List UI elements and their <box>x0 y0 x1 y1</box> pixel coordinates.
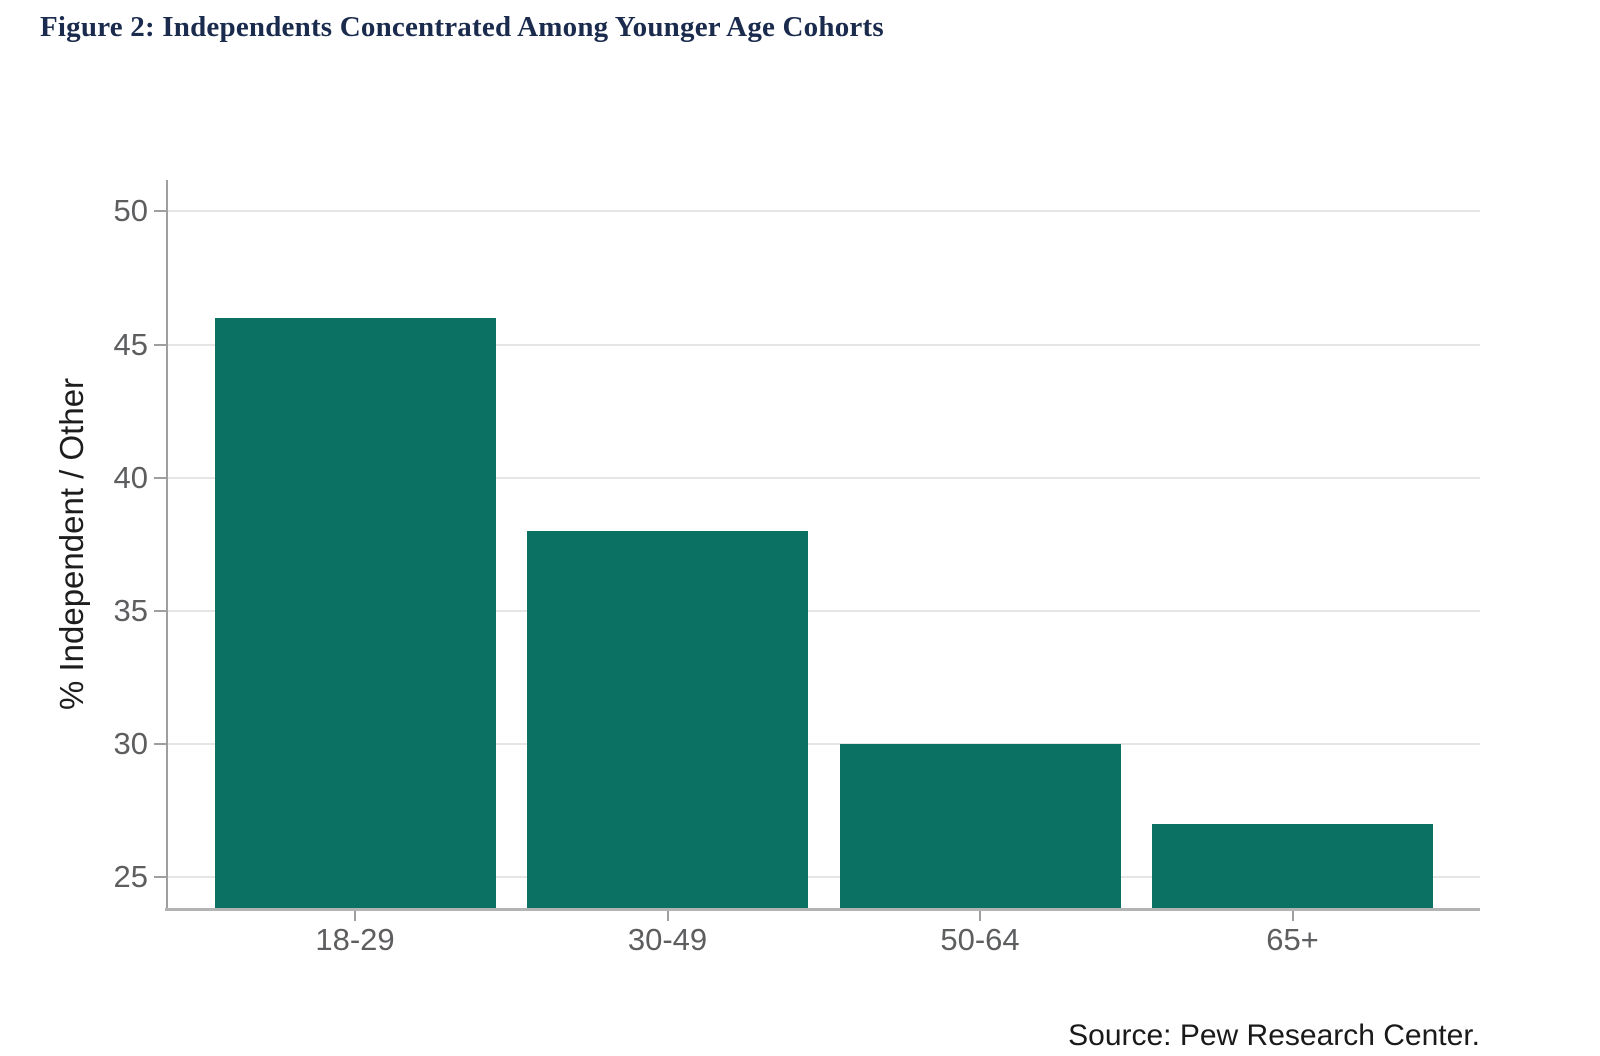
y-tick-label-30: 30 <box>113 726 148 762</box>
gridline-35 <box>167 609 1480 612</box>
x-tick-50-64 <box>979 911 981 921</box>
y-tick-30 <box>154 743 167 746</box>
y-tick-label-40: 40 <box>113 459 148 495</box>
bar-18-29 <box>214 317 496 910</box>
x-tick-label-65: 65+ <box>1266 922 1319 957</box>
gridline-30 <box>167 743 1480 746</box>
x-tick-18-29 <box>354 911 356 921</box>
y-tick-40 <box>154 476 167 479</box>
y-tick-35 <box>154 609 167 612</box>
y-tick-45 <box>154 343 167 346</box>
x-tick-30-49 <box>666 911 669 921</box>
y-axis-title: % Independent / Other <box>53 377 90 711</box>
bar-65 <box>1152 824 1433 910</box>
y-tick-label-50: 50 <box>113 193 148 229</box>
y-tick-25 <box>154 876 167 879</box>
y-tick-50 <box>154 210 167 213</box>
x-tick-label-18-29: 18-29 <box>315 922 395 957</box>
y-axis-line <box>166 180 168 910</box>
gridline-25 <box>167 876 1480 879</box>
source-caption: Source: Pew Research Center. <box>1068 1019 1480 1052</box>
y-tick-label-25: 25 <box>113 859 148 895</box>
gridline-50 <box>167 210 1480 213</box>
y-tick-label-45: 45 <box>113 326 148 362</box>
gridline-45 <box>167 343 1480 346</box>
x-tick-label-50-64: 50-64 <box>940 922 1020 957</box>
x-tick-65 <box>1291 911 1294 921</box>
x-axis-line <box>165 908 1480 911</box>
y-tick-label-35: 35 <box>113 592 148 628</box>
bar-50-64 <box>839 744 1121 910</box>
figure-title: Figure 2: Independents Concentrated Amon… <box>40 11 884 43</box>
gridline-40 <box>167 476 1480 479</box>
bar-30-49 <box>527 531 808 910</box>
x-tick-label-30-49: 30-49 <box>627 922 708 957</box>
